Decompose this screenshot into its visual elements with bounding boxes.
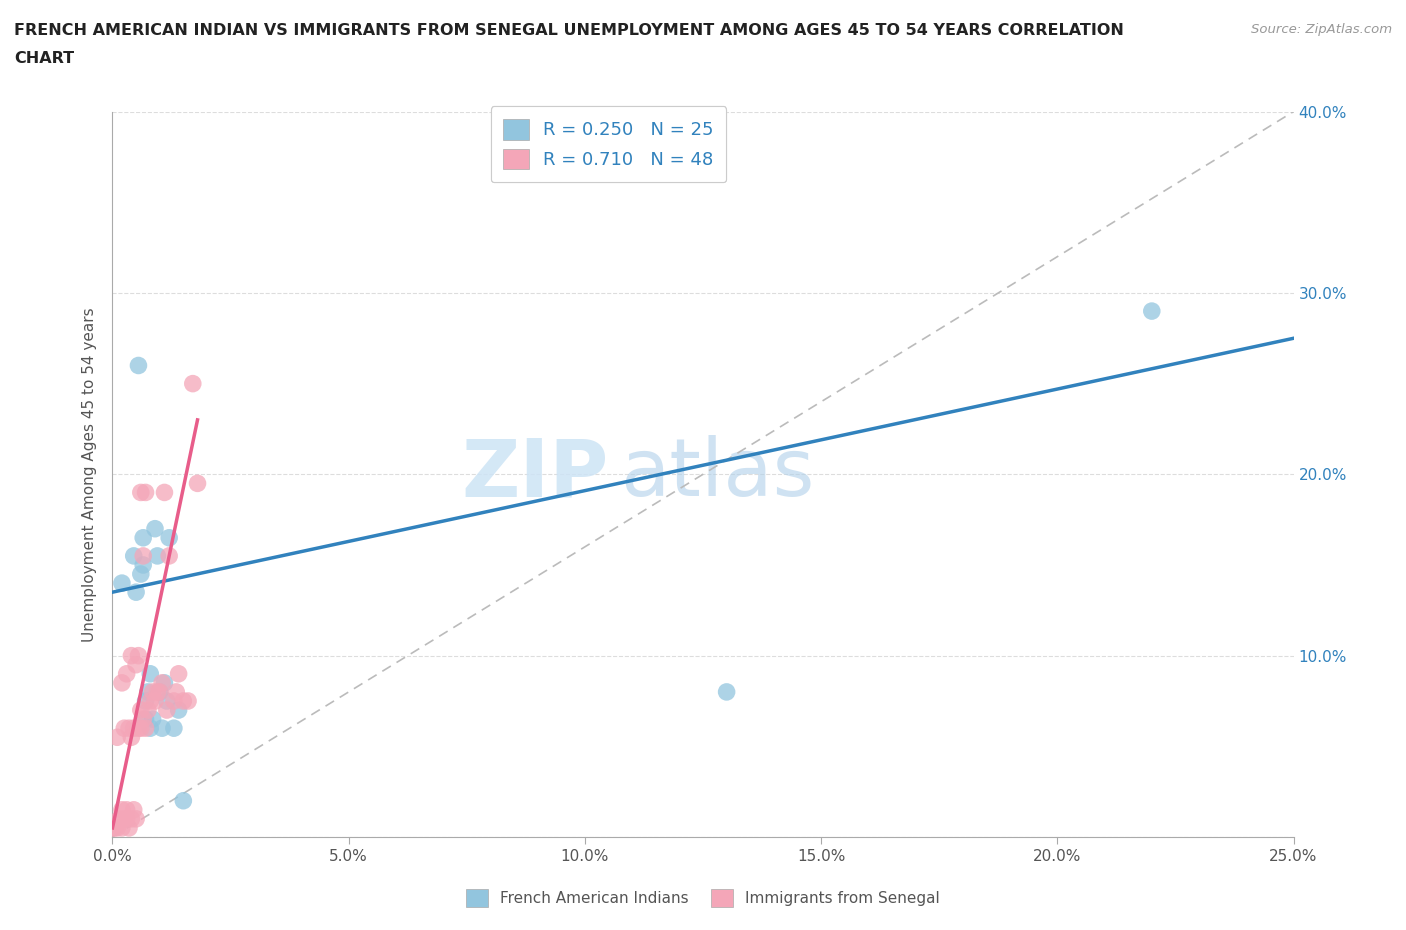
Point [120, 811, 142, 827]
Point [1140, 304, 1163, 319]
Point [135, 721, 157, 736]
Point [132, 549, 155, 564]
Point [111, 803, 134, 817]
Point [146, 549, 169, 564]
Point [716, 684, 738, 699]
Point [172, 694, 194, 709]
Point [125, 811, 148, 827]
Point [157, 530, 180, 545]
Point [115, 811, 138, 827]
Legend: R = 0.250   N = 25, R = 0.710   N = 48: R = 0.250 N = 25, R = 0.710 N = 48 [491, 106, 727, 182]
Point [132, 530, 155, 545]
Point [136, 684, 159, 699]
Point [112, 811, 135, 827]
Point [156, 703, 179, 718]
Point [129, 566, 152, 581]
Legend: French American Indians, Immigrants from Senegal: French American Indians, Immigrants from… [460, 884, 946, 913]
Point [127, 358, 149, 373]
Point [163, 721, 186, 736]
Text: atlas: atlas [620, 435, 814, 513]
Point [112, 721, 135, 736]
Point [177, 694, 200, 709]
Point [165, 684, 187, 699]
Point [167, 703, 190, 718]
Point [142, 684, 165, 699]
Point [111, 576, 134, 591]
Point [167, 666, 190, 681]
Point [125, 658, 148, 672]
Point [132, 558, 155, 573]
Point [142, 711, 165, 726]
Text: CHART: CHART [14, 51, 75, 66]
Point [125, 585, 148, 600]
Text: ZIP: ZIP [461, 435, 609, 513]
Point [111, 675, 134, 690]
Point [181, 377, 204, 392]
Point [139, 694, 162, 709]
Y-axis label: Unemployment Among Ages 45 to 54 years: Unemployment Among Ages 45 to 54 years [82, 307, 97, 642]
Point [132, 711, 155, 726]
Point [153, 675, 176, 690]
Point [118, 820, 141, 835]
Point [135, 711, 157, 726]
Point [122, 549, 145, 564]
Point [135, 694, 157, 709]
Point [122, 803, 145, 817]
Point [108, 811, 131, 827]
Point [129, 485, 152, 500]
Point [139, 666, 162, 681]
Point [120, 730, 142, 745]
Point [149, 684, 172, 699]
Point [135, 485, 157, 500]
Text: Source: ZipAtlas.com: Source: ZipAtlas.com [1251, 23, 1392, 36]
Point [105, 820, 128, 835]
Point [104, 820, 127, 835]
Point [149, 684, 172, 699]
Point [127, 648, 149, 663]
Point [153, 485, 176, 500]
Point [150, 721, 173, 736]
Point [115, 666, 138, 681]
Text: FRENCH AMERICAN INDIAN VS IMMIGRANTS FROM SENEGAL UNEMPLOYMENT AMONG AGES 45 TO : FRENCH AMERICAN INDIAN VS IMMIGRANTS FRO… [14, 23, 1123, 38]
Point [118, 721, 141, 736]
Point [129, 721, 152, 736]
Point [120, 648, 142, 663]
Point [157, 549, 180, 564]
Point [143, 694, 166, 709]
Point [127, 721, 149, 736]
Point [143, 521, 166, 536]
Point [136, 703, 159, 718]
Point [122, 721, 145, 736]
Point [139, 721, 162, 736]
Point [115, 803, 138, 817]
Point [146, 684, 169, 699]
Point [150, 675, 173, 690]
Point [186, 476, 208, 491]
Point [111, 820, 134, 835]
Point [163, 694, 186, 709]
Point [101, 820, 124, 835]
Point [156, 694, 179, 709]
Point [105, 730, 128, 745]
Point [129, 703, 152, 718]
Point [172, 793, 194, 808]
